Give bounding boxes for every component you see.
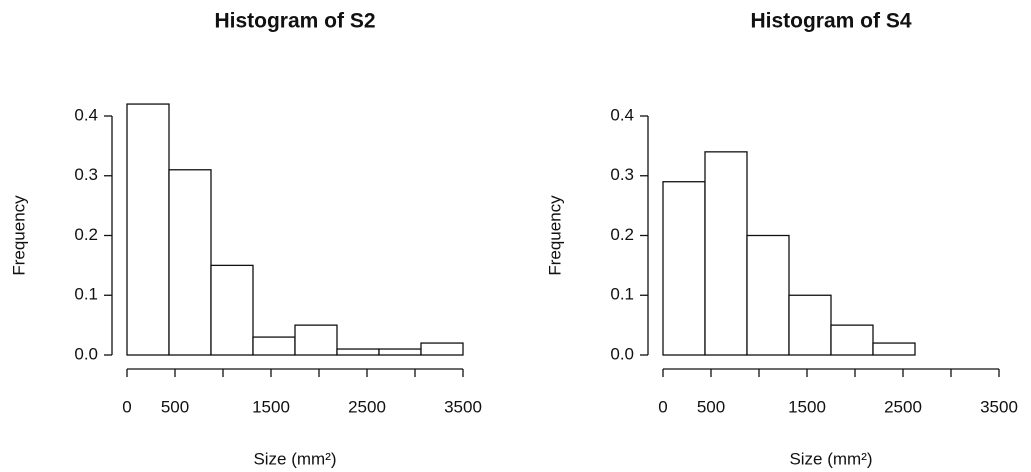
y-tick-label: 0.0 <box>610 344 634 363</box>
bar <box>704 151 748 356</box>
x-tick-label: 500 <box>697 397 725 416</box>
y-tick-label: 0.2 <box>610 225 634 244</box>
bar <box>830 324 874 356</box>
bar <box>662 181 706 356</box>
bar <box>378 348 422 356</box>
bar <box>336 348 380 356</box>
y-tick-label: 0.1 <box>610 285 634 304</box>
bar <box>746 234 790 356</box>
y-tick-label: 0.3 <box>74 165 98 184</box>
y-tick-label: 0.3 <box>610 165 634 184</box>
chart-title: Histogram of S4 <box>750 10 911 33</box>
bar <box>252 336 296 356</box>
y-tick-label: 0.2 <box>74 225 98 244</box>
bar <box>210 264 254 356</box>
bar <box>872 342 916 356</box>
bar <box>294 324 338 356</box>
bar <box>126 103 170 356</box>
bar <box>420 342 464 356</box>
x-tick-label: 1500 <box>788 397 826 416</box>
x-tick-label: 3500 <box>980 397 1018 416</box>
x-tick-label: 2500 <box>884 397 922 416</box>
x-tick-label: 500 <box>161 397 189 416</box>
y-tick-label: 0.0 <box>74 344 98 363</box>
y-tick-label: 0.4 <box>74 105 98 124</box>
x-axis-label: Size (mm²) <box>253 449 336 468</box>
chart-title: Histogram of S2 <box>214 10 375 33</box>
y-tick-label: 0.1 <box>74 285 98 304</box>
y-axis-label: Frequency <box>545 195 564 276</box>
x-tick-label: 1500 <box>252 397 290 416</box>
bar <box>168 169 212 356</box>
x-tick-label: 0 <box>658 397 667 416</box>
x-tick-label: 3500 <box>444 397 482 416</box>
x-tick-label: 2500 <box>348 397 386 416</box>
y-tick-label: 0.4 <box>610 105 634 124</box>
bar <box>788 294 832 356</box>
y-axis-label: Frequency <box>9 195 28 276</box>
x-tick-label: 0 <box>122 397 131 416</box>
x-axis-label: Size (mm²) <box>789 449 872 468</box>
